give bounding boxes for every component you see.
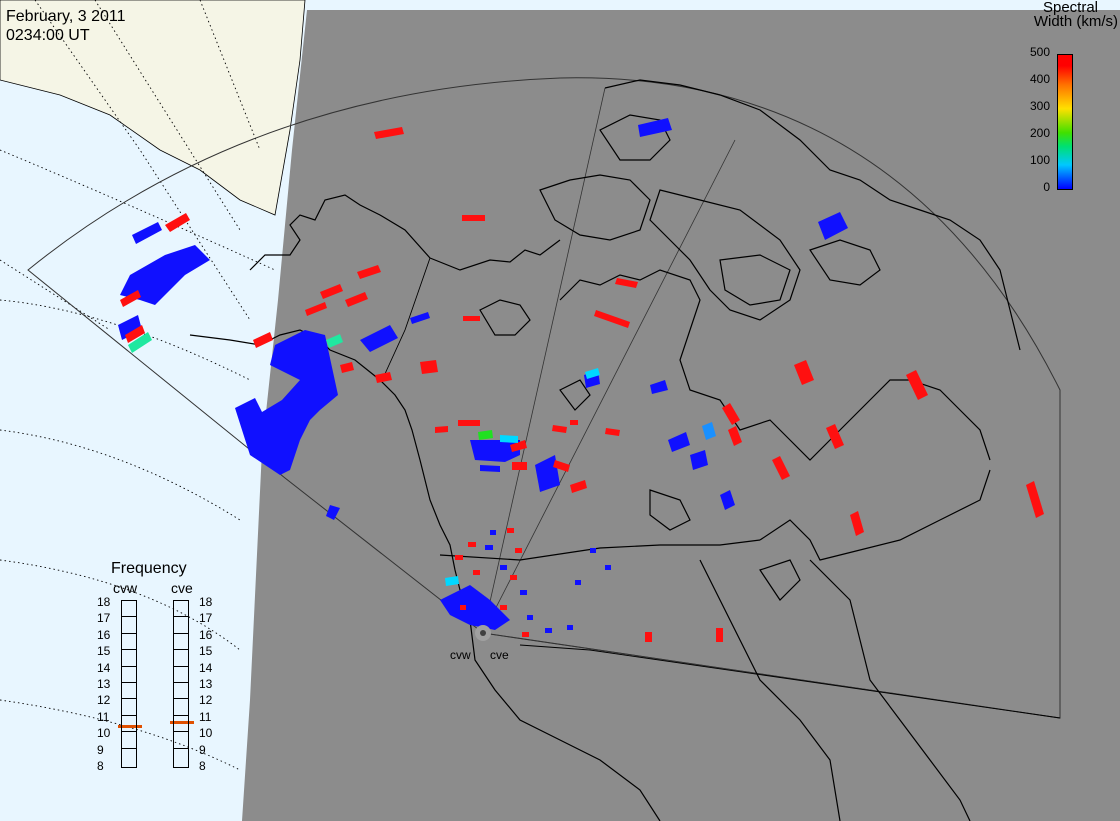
frequency-tick-cve: 12 [199, 693, 213, 708]
frequency-tick-cvw: 10 [97, 726, 111, 741]
colorbar-tick: 0 [1043, 180, 1050, 194]
frequency-tick-cvw: 12 [97, 693, 111, 708]
colorbar-tick: 200 [1029, 126, 1050, 140]
frequency-gridline [174, 714, 188, 716]
echoes-mid-width [128, 332, 716, 586]
frequency-tick-cve: 15 [199, 644, 213, 659]
frequency-gridline [122, 632, 136, 634]
frequency-tick-cvw: 18 [97, 595, 111, 609]
frequency-tick-cvw: 16 [97, 627, 111, 642]
echo-cluster-alaska [235, 330, 338, 475]
frequency-gridline [122, 698, 136, 700]
frequency-tick-cvw: 15 [97, 644, 111, 659]
colorbar-tick: 500 [1029, 45, 1050, 59]
echo-cluster-near-radar [440, 585, 510, 630]
frequency-radar-cvw: cvw [113, 580, 138, 596]
frequency-tick-cve: 14 [199, 660, 213, 675]
frequency-tick-cvw: 11 [97, 709, 110, 724]
echoes-low-width [118, 118, 848, 633]
frequency-scale-cve [173, 600, 189, 768]
coastlines [189, 79, 1061, 821]
frequency-gridline [122, 747, 136, 749]
frequency-gridline [174, 698, 188, 700]
frequency-gridline [122, 616, 136, 618]
radar-label-cve: cve [490, 648, 509, 662]
frequency-gridline [174, 616, 188, 618]
frequency-gridline [122, 731, 136, 733]
colorbar-tick: 100 [1029, 153, 1050, 167]
time-label: 0234:00 UT [6, 27, 90, 44]
frequency-radar-cve: cve [171, 580, 193, 596]
frequency-gridline [122, 649, 136, 651]
freq-marker-cve [170, 721, 194, 724]
frequency-gridline [122, 682, 136, 683]
frequency-scale-cvw [121, 600, 137, 768]
colorbar-gradient [1057, 54, 1073, 190]
echo-cluster-bering [120, 245, 210, 305]
frequency-tick-cvw: 17 [97, 611, 111, 626]
frequency-title: Frequency [111, 560, 187, 577]
frequency-gridline [122, 714, 136, 716]
frequency-gridline [174, 747, 188, 749]
colorbar-tick: 300 [1029, 99, 1050, 113]
colorbar-title: Spectral [1042, 0, 1098, 16]
frequency-gridline [174, 649, 188, 651]
frequency-tick-cve: 9 [199, 742, 206, 757]
colorbar-unit: Width (km/s) [1033, 13, 1118, 30]
frequency-gridline [174, 632, 188, 634]
frequency-gridline [174, 682, 188, 683]
fov-outer [27, 77, 1061, 719]
frequency-tick-cve: 8 [199, 759, 206, 773]
frequency-gridline [122, 665, 136, 667]
radar-site-markers [475, 625, 491, 641]
date-label: February, 3 2011 [6, 8, 126, 25]
frequency-tick-cvw: 13 [97, 677, 111, 691]
echoes-high-width [120, 127, 1044, 642]
frequency-gridline [174, 665, 188, 667]
colorbar-tick: 400 [1029, 72, 1050, 86]
night-shading [242, 10, 1120, 821]
frequency-tick-cvw: 14 [97, 660, 111, 675]
frequency-tick-cve: 17 [199, 611, 213, 626]
frequency-tick-cve: 10 [199, 726, 213, 741]
frequency-gridline [174, 731, 188, 733]
geo-grid [0, 0, 276, 771]
frequency-tick-cvw: 8 [97, 759, 104, 773]
freq-marker-cvw [118, 725, 142, 728]
frequency-tick-cve: 18 [199, 595, 213, 609]
frequency-tick-cvw: 9 [97, 742, 104, 757]
siberia-land [0, 0, 306, 216]
frequency-tick-cve: 11 [199, 709, 212, 724]
frequency-tick-cve: 16 [199, 627, 213, 642]
frequency-tick-cve: 13 [199, 677, 213, 691]
radar-label-cvw: cvw [450, 648, 471, 662]
